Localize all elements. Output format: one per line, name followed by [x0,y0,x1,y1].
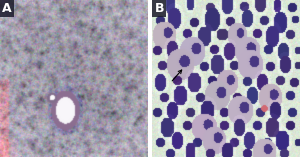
Text: A: A [2,2,12,15]
Text: B: B [154,2,164,15]
